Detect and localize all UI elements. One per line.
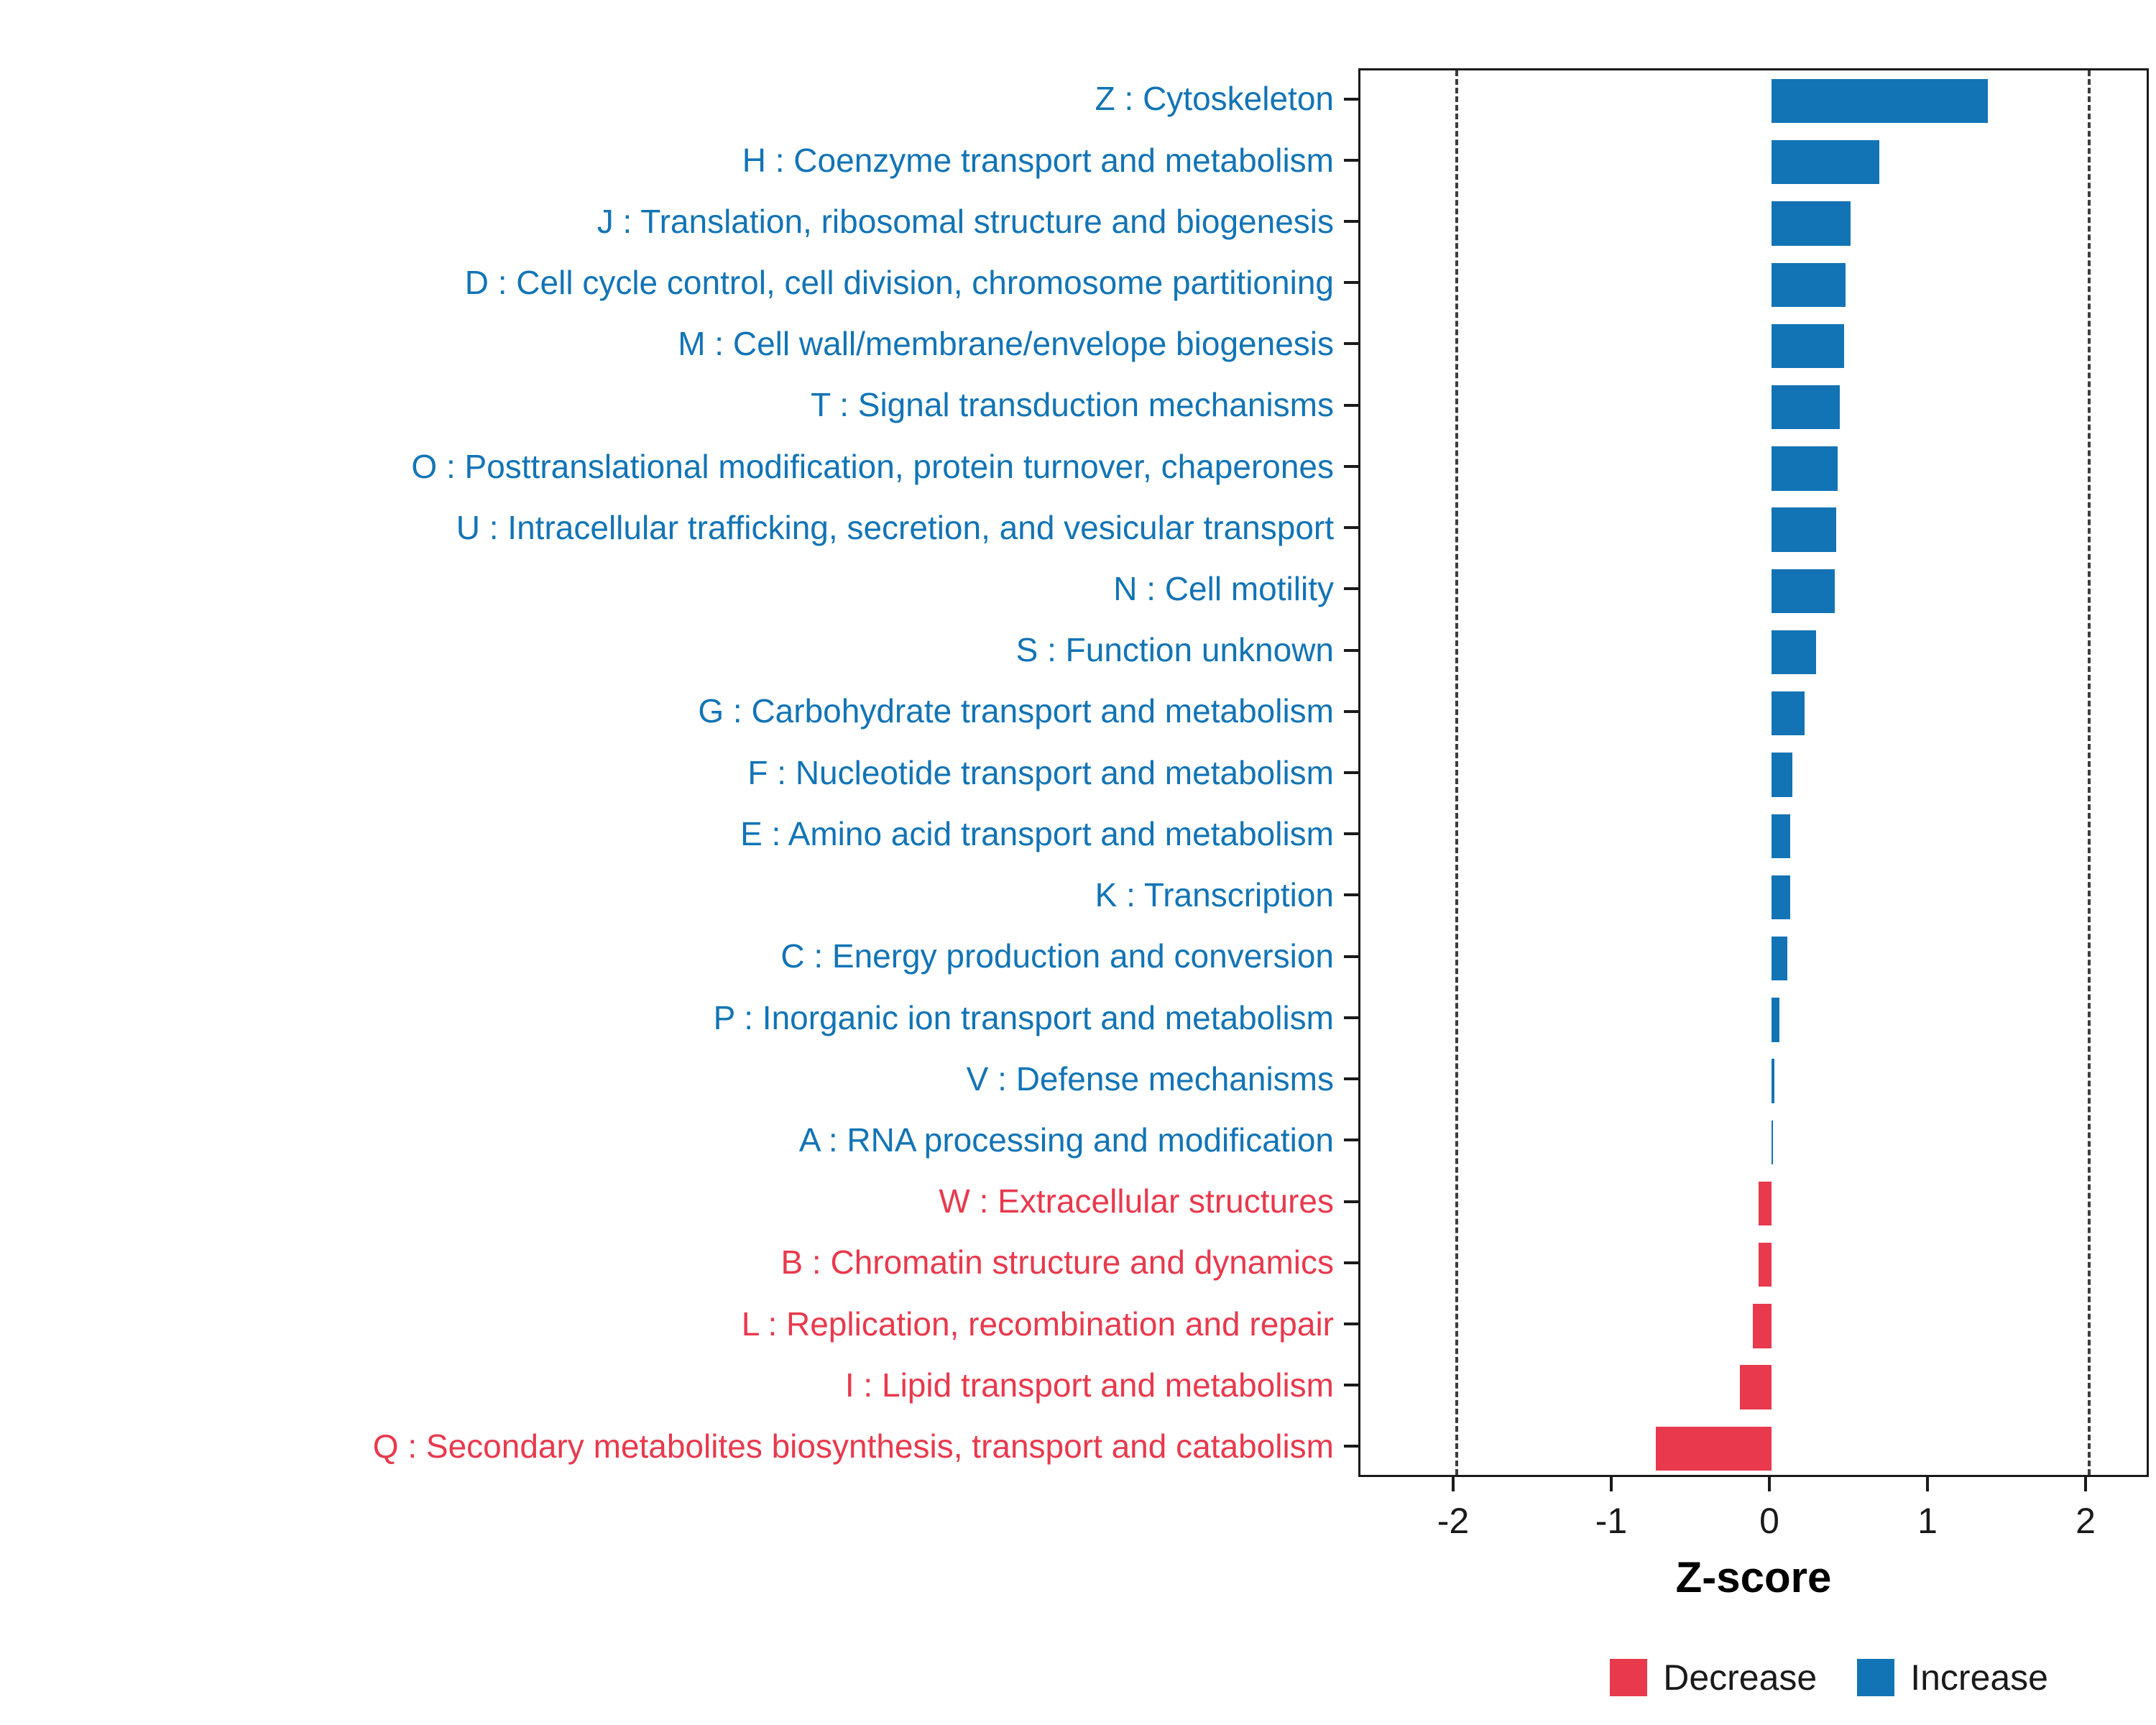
y-axis-tick xyxy=(1344,648,1358,652)
category-label: K : Transcription xyxy=(1095,876,1334,914)
bar xyxy=(1752,1304,1772,1348)
y-axis-tick xyxy=(1344,1200,1358,1203)
y-axis-tick xyxy=(1344,1384,1358,1387)
bar xyxy=(1772,875,1791,920)
x-axis-tick xyxy=(2084,1477,2087,1491)
y-axis-tick xyxy=(1344,220,1358,224)
category-label: O : Posttranslational modification, prot… xyxy=(411,447,1334,485)
x-axis-tick xyxy=(1926,1477,1929,1491)
bar xyxy=(1772,323,1845,369)
y-axis-tick xyxy=(1344,832,1358,836)
y-axis-tick xyxy=(1344,1261,1358,1264)
bar xyxy=(1772,201,1851,246)
bar xyxy=(1772,507,1837,552)
category-label: J : Translation, ribosomal structure and… xyxy=(596,202,1334,240)
y-axis-tick xyxy=(1344,464,1358,468)
y-axis-tick xyxy=(1344,709,1358,713)
category-label: I : Lipid transport and metabolism xyxy=(844,1366,1334,1404)
category-label: H : Coenzyme transport and metabolism xyxy=(742,141,1334,179)
category-label: B : Chromatin structure and dynamics xyxy=(780,1243,1334,1282)
bar xyxy=(1772,630,1816,675)
bar xyxy=(1759,1243,1772,1287)
category-label: V : Defense mechanisms xyxy=(966,1059,1334,1098)
category-label: S : Function unknown xyxy=(1015,631,1334,669)
category-label: Z : Cytoskeleton xyxy=(1095,80,1334,118)
category-label: F : Nucleotide transport and metabolism xyxy=(747,753,1334,791)
category-label: U : Intracellular trafficking, secretion… xyxy=(456,508,1334,546)
y-axis-tick xyxy=(1344,587,1358,591)
category-label: W : Extracellular structures xyxy=(939,1182,1334,1220)
category-label: G : Carbohydrate transport and metabolis… xyxy=(698,692,1334,730)
category-label: M : Cell wall/membrane/envelope biogenes… xyxy=(678,325,1334,363)
category-label: E : Amino acid transport and metabolism xyxy=(740,814,1334,852)
bar xyxy=(1772,814,1791,858)
bar xyxy=(1772,78,1989,124)
bar xyxy=(1759,1181,1772,1226)
x-axis-tick xyxy=(1768,1477,1771,1491)
decrease-swatch xyxy=(1610,1659,1648,1696)
category-label: D : Cell cycle control, cell division, c… xyxy=(464,263,1334,301)
bar xyxy=(1772,140,1879,185)
category-label: A : RNA processing and modification xyxy=(798,1121,1334,1159)
x-axis-tick-label: -1 xyxy=(1595,1501,1628,1541)
x-axis-tick xyxy=(1452,1477,1455,1491)
category-label: Q : Secondary metabolites biosynthesis, … xyxy=(372,1427,1334,1466)
bar xyxy=(1772,262,1846,307)
y-axis-tick xyxy=(1344,1322,1358,1325)
bar xyxy=(1772,1059,1775,1103)
plot-panel xyxy=(1358,68,2149,1477)
bar xyxy=(1772,936,1787,981)
bar xyxy=(1772,1120,1774,1164)
y-axis-tick xyxy=(1344,1138,1358,1142)
bar xyxy=(1772,998,1779,1042)
y-axis-tick xyxy=(1344,158,1358,162)
y-axis-labels: Z : Cytoskeleton H : Coenzyme transport a… xyxy=(0,68,1334,1477)
y-axis-tick xyxy=(1344,954,1358,958)
bar xyxy=(1656,1426,1772,1471)
y-axis-tick xyxy=(1344,771,1358,774)
dashed-reference-line xyxy=(2088,70,2091,1475)
y-axis-tick xyxy=(1344,281,1358,285)
bar xyxy=(1772,446,1838,491)
increase-swatch xyxy=(1857,1659,1895,1696)
y-axis-tick xyxy=(1344,97,1358,101)
y-axis-tick xyxy=(1344,1445,1358,1448)
bar xyxy=(1772,569,1835,613)
bar xyxy=(1772,753,1792,797)
category-label: P : Inorganic ion transport and metaboli… xyxy=(713,998,1334,1036)
x-axis-tick xyxy=(1610,1477,1613,1491)
category-label: L : Replication, recombination and repai… xyxy=(741,1305,1334,1343)
x-axis-tick-label: 0 xyxy=(1759,1501,1779,1541)
legend-item-decrease: Decrease xyxy=(1610,1657,1817,1698)
bar xyxy=(1772,385,1840,430)
category-label: C : Energy production and conversion xyxy=(780,937,1334,975)
bar xyxy=(1740,1365,1772,1409)
category-label: T : Signal transduction mechanisms xyxy=(811,386,1334,424)
legend-label-increase: Increase xyxy=(1910,1657,2048,1698)
x-axis-tick-label: 2 xyxy=(2076,1501,2096,1541)
dashed-reference-line xyxy=(1455,70,1458,1475)
y-axis-tick xyxy=(1344,403,1358,407)
bar xyxy=(1772,691,1805,736)
x-axis-tick-label: 1 xyxy=(1917,1501,1938,1541)
legend: Decrease Increase xyxy=(1610,1657,2048,1698)
y-axis-tick xyxy=(1344,893,1358,897)
y-axis-tick xyxy=(1344,526,1358,530)
category-label: N : Cell motility xyxy=(1113,570,1334,608)
y-axis-tick xyxy=(1344,1016,1358,1019)
x-axis-tick-label: -2 xyxy=(1437,1501,1470,1541)
legend-item-increase: Increase xyxy=(1857,1657,2048,1698)
y-axis-tick xyxy=(1344,1077,1358,1081)
legend-label-decrease: Decrease xyxy=(1663,1657,1818,1698)
x-axis-title: Z-score xyxy=(1675,1553,1832,1601)
y-axis-tick xyxy=(1344,342,1358,346)
